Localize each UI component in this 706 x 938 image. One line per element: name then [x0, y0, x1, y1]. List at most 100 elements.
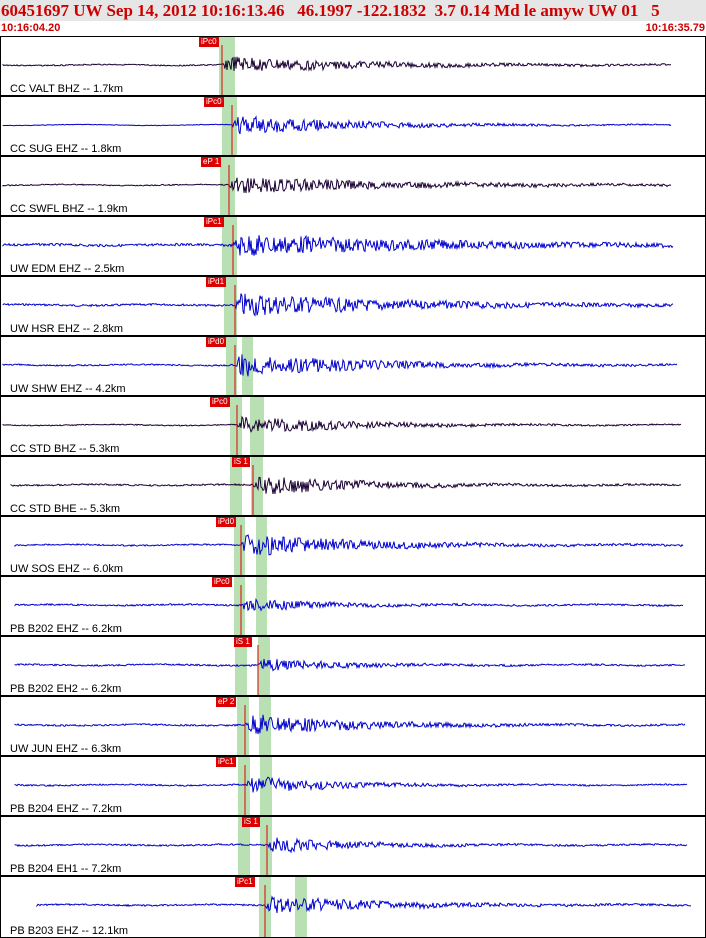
- waveform-plot: [14, 757, 688, 815]
- phase-pick-flag[interactable]: iPd0: [216, 517, 237, 527]
- phase-pick-flag[interactable]: iS 1: [234, 637, 252, 647]
- trace-panel: iS 1 PB B204 EH1 -- 7.2km: [0, 816, 706, 876]
- seismic-waveform: [2, 234, 674, 256]
- phase-pick-flag[interactable]: iPc0: [199, 37, 219, 47]
- trace-panel: iPd0 UW SHW EHZ -- 4.2km: [0, 336, 706, 396]
- channel-label: PB B202 EH2 -- 6.2km: [10, 683, 122, 695]
- waveform-plot: [36, 877, 691, 937]
- p-window-band: [238, 757, 250, 815]
- seismic-waveform: [14, 837, 688, 854]
- seismic-waveform: [2, 177, 672, 194]
- p-window-band: [220, 157, 235, 215]
- phase-pick-flag[interactable]: iPc1: [235, 877, 255, 887]
- seismogram-header: 60451697 UW Sep 14, 2012 10:16:13.46 46.…: [0, 0, 706, 36]
- waveform-plot: [14, 697, 686, 755]
- channel-label: PB B202 EHZ -- 6.2km: [10, 623, 122, 635]
- seismic-waveform: [2, 293, 674, 317]
- phase-pick-flag[interactable]: iS 1: [232, 457, 250, 467]
- s-window-band: [242, 337, 253, 395]
- waveform-plot: [2, 157, 672, 215]
- p-window-band: [226, 337, 237, 395]
- waveform-plot: [2, 217, 674, 275]
- channel-label: PB B204 EH1 -- 7.2km: [10, 863, 122, 875]
- trace-panel: iPc0 CC STD BHZ -- 5.3km: [0, 396, 706, 456]
- trace-panel: iPd1 UW HSR EHZ -- 2.8km: [0, 276, 706, 336]
- waveform-plot: [14, 817, 688, 875]
- phase-pick-flag[interactable]: iPd1: [206, 277, 227, 287]
- trace-panel: iPc1 PB B204 EHZ -- 7.2km: [0, 756, 706, 816]
- p-window-band: [234, 577, 245, 635]
- waveform-plot: [10, 457, 682, 515]
- seismic-waveform: [14, 658, 686, 672]
- s-window-band: [260, 817, 272, 875]
- seismic-waveform: [36, 895, 691, 913]
- start-time: 10:16:04.20: [1, 22, 61, 34]
- trace-panel: iPc0 CC SUG EHZ -- 1.8km: [0, 96, 706, 156]
- phase-pick-flag[interactable]: iPc0: [210, 397, 230, 407]
- s-window-band: [256, 577, 267, 635]
- s-window-band: [260, 757, 272, 815]
- trace-panels: iPc0 CC VALT BHZ -- 1.7km iPc0 CC SUG EHZ -…: [0, 36, 706, 938]
- trace-panel: iPd0 UW SOS EHZ -- 6.0km: [0, 516, 706, 576]
- waveform-plot: [2, 397, 682, 455]
- channel-label: UW JUN EHZ -- 6.3km: [10, 743, 122, 755]
- waveform-plot: [2, 97, 672, 155]
- waveform-plot: [14, 577, 684, 635]
- s-window-band: [295, 877, 307, 937]
- waveform-plot: [14, 517, 684, 575]
- phase-pick-flag[interactable]: iPc0: [204, 97, 224, 107]
- channel-label: CC VALT BHZ -- 1.7km: [10, 83, 124, 95]
- channel-label: PB B203 EHZ -- 12.1km: [10, 925, 128, 937]
- s-window-band: [258, 637, 270, 695]
- s-window-band: [256, 517, 267, 575]
- seismic-waveform: [14, 534, 684, 556]
- trace-panel: iPc1 UW EDM EHZ -- 2.5km: [0, 216, 706, 276]
- waveform-plot: [2, 277, 674, 335]
- phase-pick-flag[interactable]: eP 2: [216, 697, 237, 707]
- trace-panel: iPc0 PB B202 EHZ -- 6.2km: [0, 576, 706, 636]
- seismic-waveform: [14, 776, 688, 793]
- seismic-waveform: [2, 56, 672, 72]
- end-time: 10:16:35.79: [645, 22, 705, 34]
- phase-pick-flag[interactable]: iPc1: [216, 757, 236, 767]
- trace-panel: iS 1 PB B202 EH2 -- 6.2km: [0, 636, 706, 696]
- waveform-plot: [2, 37, 672, 95]
- phase-pick-flag[interactable]: iPd0: [206, 337, 227, 347]
- channel-label: CC SWFL BHZ -- 1.9km: [10, 203, 128, 215]
- event-title: 60451697 UW Sep 14, 2012 10:16:13.46 46.…: [0, 0, 706, 21]
- seismic-waveform: [2, 115, 672, 135]
- s-window-band: [259, 697, 271, 755]
- trace-panel: iPc1 PB B203 EHZ -- 12.1km: [0, 876, 706, 938]
- seismic-waveform: [14, 597, 684, 612]
- channel-label: UW EDM EHZ -- 2.5km: [10, 263, 125, 275]
- p-window-band: [235, 637, 247, 695]
- channel-label: PB B204 EHZ -- 7.2km: [10, 803, 122, 815]
- waveform-plot: [14, 637, 686, 695]
- phase-pick-flag[interactable]: iS 1: [242, 817, 260, 827]
- seismic-waveform: [10, 476, 682, 494]
- p-window-band: [222, 97, 237, 155]
- phase-pick-flag[interactable]: eP 1: [201, 157, 222, 167]
- channel-label: UW SOS EHZ -- 6.0km: [10, 563, 124, 575]
- phase-pick-flag[interactable]: iPc1: [204, 217, 224, 227]
- channel-label: CC SUG EHZ -- 1.8km: [10, 143, 122, 155]
- channel-label: CC STD BHZ -- 5.3km: [10, 443, 120, 455]
- p-window-band: [224, 277, 237, 335]
- trace-panel: iPc0 CC VALT BHZ -- 1.7km: [0, 36, 706, 96]
- channel-label: UW HSR EHZ -- 2.8km: [10, 323, 124, 335]
- p-window-band: [234, 517, 245, 575]
- channel-label: CC STD BHE -- 5.3km: [10, 503, 121, 515]
- trace-panel: iS 1 CC STD BHE -- 5.3km: [0, 456, 706, 516]
- p-window-band: [237, 697, 249, 755]
- seismic-waveform: [14, 714, 686, 735]
- seismic-waveform: [2, 354, 678, 377]
- waveform-plot: [2, 337, 678, 395]
- trace-panel: eP 2 UW JUN EHZ -- 6.3km: [0, 696, 706, 756]
- p-window-band: [230, 397, 242, 455]
- p-window-band: [230, 457, 242, 515]
- p-window-band: [238, 817, 250, 875]
- phase-pick-flag[interactable]: iPc0: [212, 577, 232, 587]
- channel-label: UW SHW EHZ -- 4.2km: [10, 383, 126, 395]
- trace-panel: eP 1 CC SWFL BHZ -- 1.9km: [0, 156, 706, 216]
- seismic-waveform: [2, 415, 682, 433]
